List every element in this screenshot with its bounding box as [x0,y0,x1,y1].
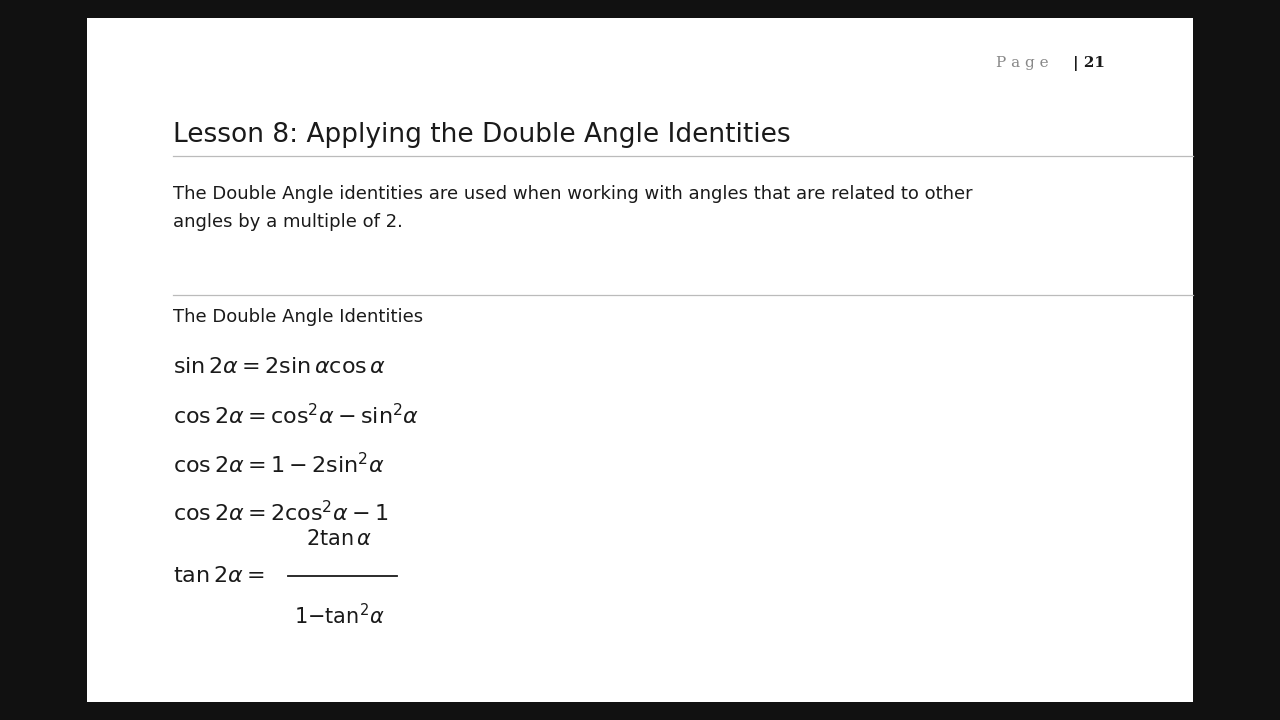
Text: The Double Angle identities are used when working with angles that are related t: The Double Angle identities are used whe… [173,185,973,203]
Text: $\cos 2\alpha = 1 - 2 \sin^{2}\!\alpha$: $\cos 2\alpha = 1 - 2 \sin^{2}\!\alpha$ [173,452,384,478]
FancyBboxPatch shape [87,18,1193,702]
Text: $\tan 2\alpha = $: $\tan 2\alpha = $ [173,565,264,587]
Text: P a g e: P a g e [996,56,1059,71]
Text: | 21: | 21 [1073,56,1105,71]
Text: $\sin 2\alpha = 2 \sin\alpha \cos\alpha$: $\sin 2\alpha = 2 \sin\alpha \cos\alpha$ [173,356,387,378]
Text: Lesson 8: Applying the Double Angle Identities: Lesson 8: Applying the Double Angle Iden… [173,122,791,148]
Text: $\cos 2\alpha = \cos^{2}\!\alpha - \sin^{2}\!\alpha$: $\cos 2\alpha = \cos^{2}\!\alpha - \sin^… [173,403,419,428]
Text: $\cos 2\alpha = 2 \cos^{2}\!\alpha - 1$: $\cos 2\alpha = 2 \cos^{2}\!\alpha - 1$ [173,501,388,527]
Text: $2 \tan\alpha$: $2 \tan\alpha$ [306,528,372,549]
Text: $1{-}\tan^{2}\!\alpha$: $1{-}\tan^{2}\!\alpha$ [294,603,384,629]
Text: The Double Angle Identities: The Double Angle Identities [173,307,422,325]
Text: angles by a multiple of 2.: angles by a multiple of 2. [173,213,403,230]
